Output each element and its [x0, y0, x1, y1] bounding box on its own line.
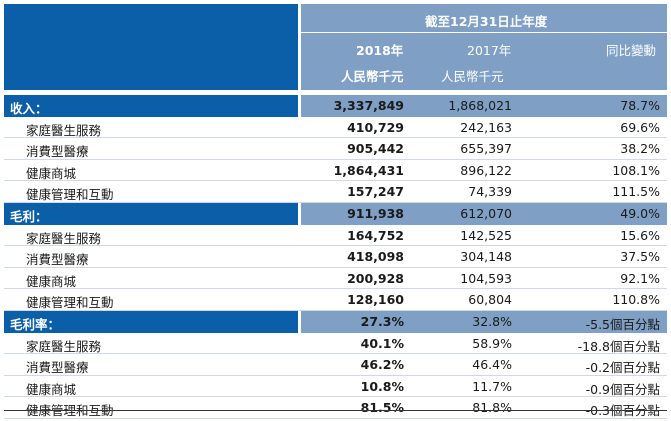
value-2018: 418,098	[347, 249, 404, 265]
table-row: 健康管理和互動 157,247 74,339 111.5%	[4, 181, 667, 203]
value-2018: 905,442	[347, 141, 404, 157]
section-label: 毛利：	[10, 208, 48, 224]
value-2018: 157,247	[347, 184, 404, 200]
section-row-revenue: 收入： 3,337,849 1,868,021 78.7%	[4, 95, 667, 117]
value-change: -5.5個百分點	[585, 316, 660, 332]
value-change: 108.1%	[612, 162, 660, 178]
unit-2018-heading: 人民幣千元	[341, 69, 404, 84]
value-change: -18.8個百分點	[577, 338, 660, 354]
header-label-cell	[4, 4, 298, 90]
value-2018: 1,864,431	[333, 162, 404, 178]
section-label-bg	[4, 310, 298, 333]
value-2018: 164,752	[347, 227, 404, 243]
row-label: 健康管理和互動	[26, 295, 114, 311]
table-row: 健康商城 10.8% 11.7% -0.9個百分點	[4, 376, 667, 398]
value-2017: 655,397	[460, 141, 512, 157]
row-label: 消費型醫療	[26, 144, 89, 160]
row-label: 家庭醫生服務	[26, 338, 102, 354]
row-label: 家庭醫生服務	[26, 230, 102, 246]
section-label-bg	[4, 95, 298, 117]
section-row-gross-margin: 毛利率： 27.3% 32.8% -5.5個百分點	[4, 310, 667, 333]
value-2017: 896,122	[460, 162, 512, 178]
value-change: 38.2%	[620, 141, 660, 157]
value-2018: 81.5%	[360, 400, 404, 416]
table-bottom-rule	[4, 410, 667, 411]
value-change: 37.5%	[620, 249, 660, 265]
unit-2017-heading: 人民幣千元	[441, 69, 504, 84]
value-2018: 46.2%	[360, 357, 404, 373]
value-2017: 1,868,021	[448, 98, 512, 113]
value-2017: 32.8%	[472, 313, 512, 329]
value-2017: 11.7%	[472, 378, 512, 394]
section-label: 毛利率：	[10, 316, 61, 332]
table-row: 健康管理和互動 128,160 60,804 110.8%	[4, 289, 667, 311]
value-2017: 81.8%	[472, 400, 512, 416]
value-2018: 410,729	[347, 119, 404, 135]
table-row: 消費型醫療 905,442 655,397 38.2%	[4, 138, 667, 160]
value-2018: 40.1%	[360, 335, 404, 351]
section-label-bg	[4, 202, 298, 225]
value-2018: 3,337,849	[333, 98, 404, 113]
period-heading: 截至12月31日止年度	[425, 14, 548, 29]
table-row: 消費型醫療 46.2% 46.4% -0.2個百分點	[4, 354, 667, 376]
table-row: 健康商城 200,928 104,593 92.1%	[4, 268, 667, 290]
value-2018: 200,928	[347, 270, 404, 286]
value-change: -0.9個百分點	[585, 381, 660, 397]
row-label: 消費型醫療	[26, 360, 89, 376]
header-gap	[298, 4, 301, 90]
section-label: 收入：	[10, 101, 48, 116]
value-2017: 612,070	[460, 205, 512, 221]
year-2017-heading: 2017年	[467, 43, 512, 58]
value-2017: 242,163	[460, 119, 512, 135]
value-change: 110.8%	[612, 292, 660, 308]
value-change: 49.0%	[620, 205, 660, 221]
value-change: 15.6%	[620, 227, 660, 243]
value-change: 69.6%	[620, 119, 660, 135]
value-2017: 304,148	[460, 249, 512, 265]
value-2018: 27.3%	[360, 313, 404, 329]
row-label: 健康管理和互動	[26, 187, 114, 203]
value-change: 78.7%	[620, 98, 660, 113]
row-label: 健康商城	[26, 165, 77, 181]
value-change: 111.5%	[612, 184, 660, 200]
row-label: 健康商城	[26, 381, 77, 397]
value-2018: 911,938	[347, 205, 404, 221]
value-2017: 104,593	[460, 270, 512, 286]
table-row: 消費型醫療 418,098 304,148 37.5%	[4, 246, 667, 268]
value-2017: 60,804	[468, 292, 512, 308]
table-row: 健康商城 1,864,431 896,122 108.1%	[4, 160, 667, 182]
table-row: 家庭醫生服務 40.1% 58.9% -18.8個百分點	[4, 333, 667, 355]
section-value-bg	[301, 95, 667, 117]
row-label: 消費型醫療	[26, 252, 89, 268]
section-value-bg	[301, 202, 667, 225]
value-2017: 142,525	[460, 227, 512, 243]
year-2018-heading: 2018年	[356, 43, 404, 58]
section-row-gross-profit: 毛利： 911,938 612,070 49.0%	[4, 202, 667, 225]
value-2018: 10.8%	[360, 378, 404, 394]
table-row: 家庭醫生服務 410,729 242,163 69.6%	[4, 117, 667, 139]
section-value-bg	[301, 310, 667, 333]
value-change: 92.1%	[620, 270, 660, 286]
row-label: 健康商城	[26, 273, 77, 289]
change-heading: 同比變動	[606, 43, 657, 58]
value-change: -0.2個百分點	[585, 360, 660, 376]
value-2018: 128,160	[347, 292, 404, 308]
table-row: 家庭醫生服務 164,752 142,525 15.6%	[4, 225, 667, 247]
value-2017: 74,339	[468, 184, 512, 200]
table-row: 健康管理和互動 81.5% 81.8% -0.3個百分點	[4, 397, 667, 419]
header-value-cell	[301, 4, 667, 90]
value-2017: 46.4%	[472, 357, 512, 373]
value-2017: 58.9%	[472, 335, 512, 351]
header-divider	[301, 32, 667, 33]
financial-table: 收入： 3,337,849 1,868,021 78.7% 家庭醫生服務 410…	[4, 95, 667, 419]
row-label: 家庭醫生服務	[26, 122, 102, 138]
